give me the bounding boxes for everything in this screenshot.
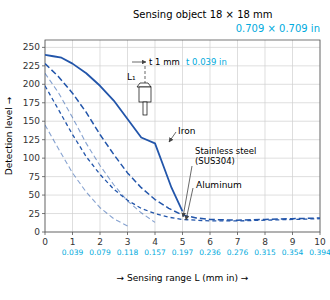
tick-y — [42, 158, 45, 159]
y-axis-label: Detection level → — [4, 96, 14, 175]
tick-label-x: 7 — [235, 237, 241, 247]
tick-x — [45, 232, 46, 235]
tick-label-x: 0 — [42, 237, 48, 247]
grid-line-x — [127, 40, 128, 232]
x-axis-label: → Sensing range L (mm in) → — [117, 273, 249, 283]
tick-label-x: 1 — [70, 237, 76, 247]
sensor-body — [139, 87, 151, 102]
annotation: L₁ — [127, 72, 136, 82]
tick-x — [127, 232, 128, 235]
tick-label-y: 0 — [34, 227, 40, 237]
secondary-tick-label: 0.157 — [144, 248, 166, 257]
title: Sensing object 18 × 18 mm — [133, 9, 273, 20]
annotation: Stainless steel(SUS304) — [195, 146, 256, 166]
tick-label-y: 175 — [23, 98, 40, 108]
pointer-arrow — [186, 188, 193, 220]
grid-line-x — [182, 40, 183, 232]
tick-y — [42, 213, 45, 214]
secondary-tick-label: 0.394 — [309, 248, 330, 257]
annotation: Iron — [178, 126, 195, 136]
tick-x — [265, 232, 266, 235]
sensor-tip — [143, 102, 147, 115]
sensor-icon — [132, 62, 151, 116]
tick-label-x: 3 — [125, 237, 131, 247]
annotation: t 1 mm — [149, 57, 180, 67]
tick-x — [182, 232, 183, 235]
tick-x — [237, 232, 238, 235]
annotation-line: Stainless steel — [195, 146, 256, 156]
tick-x — [155, 232, 156, 235]
secondary-tick-label: 0.236 — [199, 248, 221, 257]
tick-x — [210, 232, 211, 235]
annotation: Aluminum — [196, 180, 242, 190]
annotation: t 0.039 in — [186, 57, 227, 67]
secondary-tick-label: 0.039 — [62, 248, 84, 257]
grid-line-x — [265, 40, 266, 232]
tick-label-x: 2 — [97, 237, 103, 247]
tick-label-y: 225 — [23, 61, 40, 71]
tick-y — [42, 176, 45, 177]
tick-y — [42, 47, 45, 48]
secondary-tick-label: 0.079 — [89, 248, 111, 257]
sensor-cap — [137, 83, 151, 87]
tick-label-y: 250 — [23, 42, 40, 52]
tick-y — [42, 139, 45, 140]
tick-label-x: 10 — [314, 237, 326, 247]
pointer-arrow — [183, 166, 192, 217]
tick-y — [42, 65, 45, 66]
tick-x — [72, 232, 73, 235]
series-group — [45, 55, 320, 226]
secondary-tick-label: 0.354 — [282, 248, 304, 257]
tick-label-y: 100 — [23, 153, 40, 163]
secondary-tick-label: 0.276 — [227, 248, 249, 257]
tick-label-x: 6 — [207, 237, 213, 247]
series-line — [45, 125, 128, 226]
series-line — [45, 73, 155, 222]
tick-y — [42, 102, 45, 103]
series-line — [45, 64, 320, 221]
tick-label-y: 125 — [23, 135, 40, 145]
pointer-arrow — [169, 132, 176, 142]
thickness-arrow — [132, 62, 146, 63]
tick-label-y: 25 — [29, 209, 40, 219]
tick-label-x: 8 — [262, 237, 268, 247]
tick-y — [42, 84, 45, 85]
tick-label-x: 5 — [180, 237, 186, 247]
series-line — [45, 86, 320, 221]
secondary-tick-label: 0.197 — [172, 248, 194, 257]
tick-label-x: 9 — [290, 237, 296, 247]
grid-line-x — [292, 40, 293, 232]
tick-x — [292, 232, 293, 235]
grid-line-x — [210, 40, 211, 232]
tick-label-x: 4 — [152, 237, 158, 247]
plot-frame — [45, 40, 320, 232]
grid-line-x — [155, 40, 156, 232]
tick-x — [320, 232, 321, 235]
grid-line-x — [237, 40, 238, 232]
secondary-tick-label: 0.315 — [254, 248, 276, 257]
tick-label-y: 75 — [29, 172, 40, 182]
tick-y — [42, 121, 45, 122]
series-line — [45, 55, 183, 212]
annotation: 0.709 × 0.709 in — [236, 23, 320, 34]
tick-label-y: 50 — [29, 190, 41, 200]
secondary-tick-label: 0.118 — [117, 248, 139, 257]
tick-y — [42, 195, 45, 196]
tick-x — [100, 232, 101, 235]
annotation-line: (SUS304) — [195, 156, 235, 166]
tick-y — [42, 232, 45, 233]
tick-label-y: 150 — [23, 116, 40, 126]
tick-label-y: 200 — [23, 79, 40, 89]
